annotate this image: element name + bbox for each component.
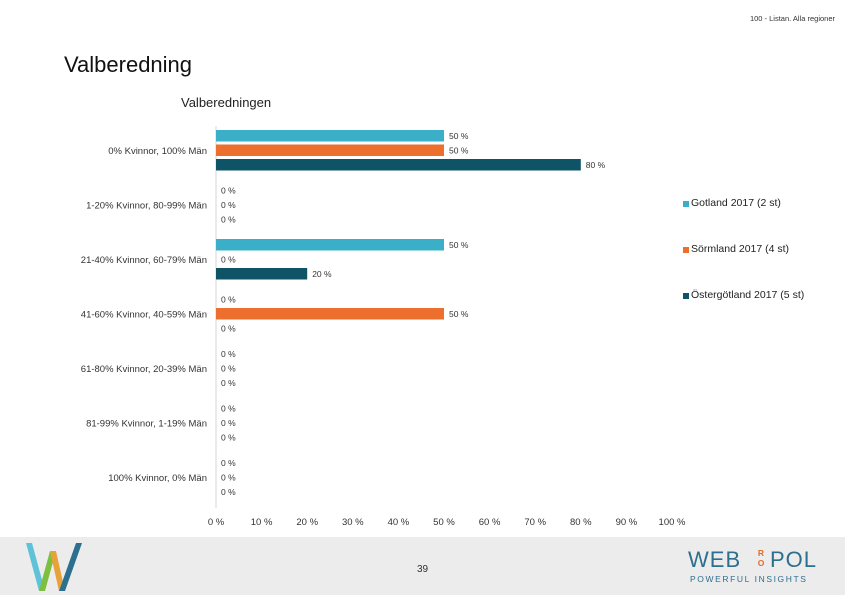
data-label: 80 % bbox=[586, 160, 606, 170]
data-label: 0 % bbox=[221, 378, 236, 388]
data-label: 50 % bbox=[449, 309, 469, 319]
data-label: 0 % bbox=[221, 349, 236, 359]
data-label: 20 % bbox=[312, 269, 332, 279]
category-label: 41-60% Kvinnor, 40-59% Män bbox=[81, 309, 207, 320]
x-tick-label: 0 % bbox=[208, 517, 225, 528]
x-tick-label: 50 % bbox=[433, 517, 455, 528]
category-label: 61-80% Kvinnor, 20-39% Män bbox=[81, 364, 207, 375]
bar bbox=[216, 268, 308, 280]
data-label: 0 % bbox=[221, 404, 236, 414]
x-tick-label: 10 % bbox=[251, 517, 273, 528]
x-tick-label: 70 % bbox=[524, 517, 546, 528]
data-label: 50 % bbox=[449, 240, 469, 250]
data-label: 0 % bbox=[221, 186, 236, 196]
footer: 39 WEB R O POL POWERFUL INSIGHTS bbox=[0, 537, 845, 595]
data-label: 0 % bbox=[221, 458, 236, 468]
bar-chart: 0 % 10 % 20 % 30 % 40 % 50 % 60 % 70 % 80 % 90 % 1… bbox=[81, 126, 686, 528]
bar bbox=[216, 239, 444, 251]
bar bbox=[216, 144, 444, 156]
report-subtitle: 100 - Listan. Alla regioner bbox=[749, 14, 835, 23]
page-title: Valberedning bbox=[64, 52, 193, 77]
data-label: 0 % bbox=[221, 433, 236, 443]
x-tick-label: 90 % bbox=[616, 517, 638, 528]
x-tick-label: 30 % bbox=[342, 517, 364, 528]
category-label: 0% Kvinnor, 100% Män bbox=[108, 146, 207, 157]
brand-tagline: POWERFUL INSIGHTS bbox=[690, 574, 808, 584]
legend-swatch-gotland bbox=[683, 201, 689, 207]
x-tick-label: 20 % bbox=[296, 517, 318, 528]
x-tick-label: 60 % bbox=[479, 517, 501, 528]
data-label: 0 % bbox=[221, 255, 236, 265]
data-label: 0 % bbox=[221, 295, 236, 305]
brand-text-left: WEB bbox=[688, 547, 742, 572]
legend-swatch-sormland bbox=[683, 247, 689, 253]
brand-text-middle-bottom: O bbox=[757, 558, 765, 568]
legend-item-sormland: Sörmland 2017 (4 st) bbox=[683, 243, 843, 289]
data-label: 0 % bbox=[221, 364, 236, 374]
brand-text-middle: R O bbox=[754, 548, 768, 568]
chart-legend: Gotland 2017 (2 st) Sörmland 2017 (4 st)… bbox=[683, 197, 843, 335]
category-label: 1-20% Kvinnor, 80-99% Män bbox=[86, 200, 207, 211]
bar bbox=[216, 308, 444, 320]
data-label: 0 % bbox=[221, 487, 236, 497]
data-label: 50 % bbox=[449, 146, 469, 156]
data-label: 0 % bbox=[221, 473, 236, 483]
x-tick-label: 100 % bbox=[659, 517, 686, 528]
data-label: 0 % bbox=[221, 324, 236, 334]
legend-item-gotland: Gotland 2017 (2 st) bbox=[683, 197, 843, 243]
legend-label-sormland: Sörmland 2017 (4 st) bbox=[691, 243, 790, 255]
data-label: 50 % bbox=[449, 131, 469, 141]
webropol-logo: WEB R O POL POWERFUL INSIGHTS bbox=[684, 547, 824, 591]
brand-text-middle-top: R bbox=[757, 548, 765, 558]
page-number: 39 bbox=[416, 564, 429, 575]
x-tick-label: 80 % bbox=[570, 517, 592, 528]
category-label: 81-99% Kvinnor, 1-19% Män bbox=[86, 418, 207, 429]
bar bbox=[216, 130, 444, 142]
data-label: 0 % bbox=[221, 200, 236, 210]
category-label: 100% Kvinnor, 0% Män bbox=[108, 473, 207, 484]
category-label: 21-40% Kvinnor, 60-79% Män bbox=[81, 255, 207, 266]
brand-text-right: POL bbox=[770, 547, 818, 572]
x-tick-label: 40 % bbox=[388, 517, 410, 528]
legend-swatch-ostergotland bbox=[683, 293, 689, 299]
bar bbox=[216, 159, 581, 171]
legend-label-ostergotland: Östergötland 2017 (5 st) bbox=[691, 289, 805, 301]
chart-title: Valberedningen bbox=[181, 95, 272, 110]
w-logo-icon bbox=[26, 543, 82, 591]
data-label: 0 % bbox=[221, 215, 236, 225]
legend-label-gotland: Gotland 2017 (2 st) bbox=[691, 197, 781, 209]
data-label: 0 % bbox=[221, 418, 236, 428]
legend-item-ostergotland: Östergötland 2017 (5 st) bbox=[683, 289, 843, 335]
